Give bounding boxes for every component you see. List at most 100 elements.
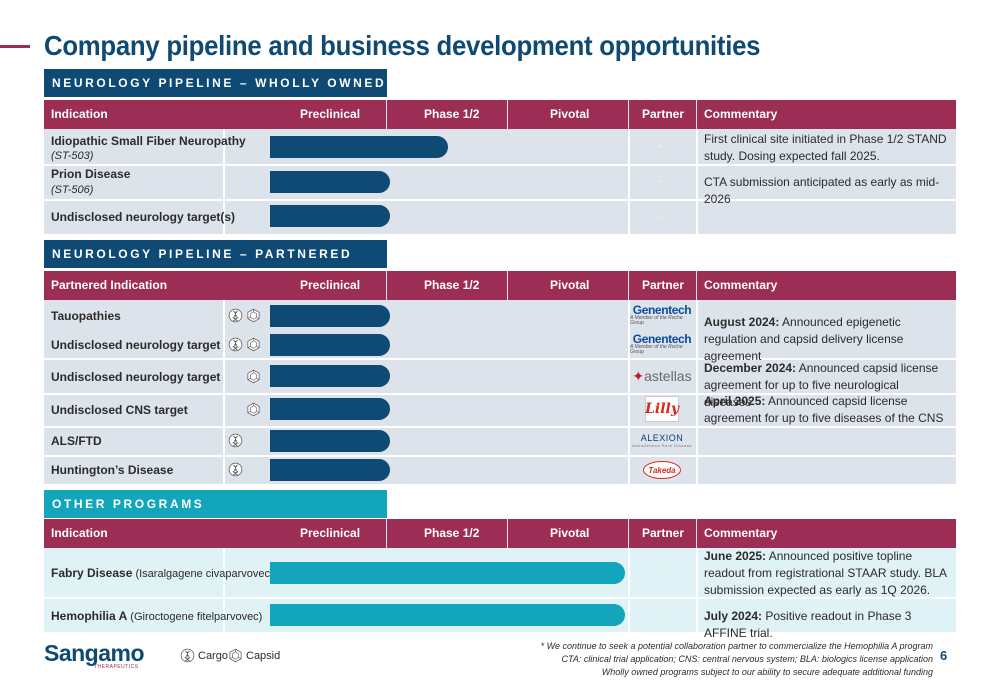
other-row-2-partner: - (659, 609, 663, 620)
partnered-table-body (44, 300, 956, 484)
cargo-icon (228, 462, 243, 477)
partnered-row-3-icons (246, 369, 261, 384)
genentech-logo: Genentech A Member of the Roche Group (630, 331, 694, 357)
other-row-1-progress-bar (270, 562, 625, 584)
page-number: 6 (940, 648, 948, 663)
alexion-logo-text: ALEXION (640, 432, 684, 443)
alexion-logo-subtext: AstraZeneca Rare Disease (631, 442, 693, 448)
partnered-row-6-indication: Huntington’s Disease (51, 463, 174, 477)
partnered-row-3-progress-bar (270, 365, 390, 387)
owned-table-body (44, 129, 956, 234)
header-partnered-indication: Partnered Indication (51, 278, 168, 292)
header-commentary: Commentary (704, 278, 778, 292)
page-title: Company pipeline and business developmen… (44, 30, 761, 61)
owned-row-3-indication: Undisclosed neurology target(s) (51, 210, 236, 224)
owned-row-3-progress-bar (270, 205, 390, 227)
cargo-icon (180, 648, 195, 663)
partnered-row-2-progress-bar (270, 334, 390, 356)
lilly-logo-text: Lilly (645, 396, 679, 422)
header-pivotal: Pivotal (550, 278, 590, 292)
cargo-icon (228, 337, 243, 352)
partnered-row-2-icons (228, 337, 261, 352)
genentech-logo-text: Genentech (632, 332, 692, 346)
genentech-logo-text: Genentech (632, 303, 692, 317)
cargo-icon (228, 433, 243, 448)
sangamo-logo-subtext: THERAPEUTICS (94, 664, 139, 670)
genentech-logo-subtext: A Member of the Roche Group (630, 315, 683, 326)
lilly-logo: Lilly (630, 396, 694, 422)
cargo-icon (228, 308, 243, 323)
header-phase12: Phase 1/2 (424, 107, 480, 121)
partnered-row-1-icons (228, 308, 261, 323)
section-label-wholly-owned: NEUROLOGY PIPELINE – WHOLLY OWNED (44, 69, 387, 97)
partnered-row-1-progress-bar (270, 305, 390, 327)
legend-cargo: Cargo (180, 648, 228, 663)
footnote-3: Wholly owned programs subject to our abi… (601, 667, 933, 677)
header-partner: Partner (642, 526, 685, 540)
partnered-row-4-icons (246, 402, 261, 417)
other-row-2-progress-bar (270, 604, 625, 626)
header-preclinical: Preclinical (300, 107, 361, 121)
partnered-row-5-indication: ALS/FTD (51, 434, 102, 448)
legend-cargo-label: Cargo (198, 649, 228, 662)
takeda-logo-text: Takeda (643, 461, 681, 479)
alexion-logo: ALEXION AstraZeneca Rare Disease (630, 428, 694, 454)
partnered-row-5-progress-bar (270, 430, 390, 452)
other-row-1-indication: Fabry Disease (Isaralgagene civaparvovec… (51, 566, 274, 580)
capsid-icon (228, 648, 243, 663)
legend-capsid-label: Capsid (246, 649, 281, 662)
partnered-row-4-progress-bar (270, 398, 390, 420)
header-partner: Partner (642, 107, 685, 121)
partnered-row-1-indication: Tauopathies (51, 309, 121, 323)
takeda-logo: Takeda (630, 457, 694, 483)
owned-row-1-indication: Idiopathic Small Fiber Neuropathy (51, 134, 246, 148)
header-pivotal: Pivotal (550, 526, 590, 540)
sangamo-logo: Sangamo (44, 640, 145, 666)
table-header-owned: Indication Preclinical Phase 1/2 Pivotal… (44, 100, 956, 129)
partnered-row-6-progress-bar (270, 459, 390, 481)
table-header-partnered: Partnered Indication Preclinical Phase 1… (44, 271, 956, 300)
owned-row-1-progress-bar (270, 136, 448, 158)
header-preclinical: Preclinical (300, 526, 361, 540)
capsid-icon (246, 402, 261, 417)
capsid-icon (246, 308, 261, 323)
header-commentary: Commentary (704, 107, 778, 121)
header-indication: Indication (51, 526, 108, 540)
header-phase12: Phase 1/2 (424, 278, 480, 292)
other-row-1-partner: - (659, 568, 663, 579)
legend-capsid: Capsid (228, 648, 280, 663)
partnered-row-6-icons (228, 462, 243, 477)
partnered-row-4-indication: Undisclosed CNS target (51, 403, 188, 417)
footnote-1: * We continue to seek a potential collab… (540, 641, 933, 651)
header-commentary: Commentary (704, 526, 778, 540)
section-label-partnered: NEUROLOGY PIPELINE – PARTNERED (44, 240, 387, 268)
owned-row-3-partner: - (659, 211, 663, 222)
header-phase12: Phase 1/2 (424, 526, 480, 540)
astellas-logo: ✦ astellas (630, 363, 694, 389)
partnered-commentary-1: August 2024: Announced epigenetic regula… (704, 315, 904, 363)
footnote-2: CTA: clinical trial application; CNS: ce… (561, 654, 934, 664)
owned-row-2-code: (ST-506) (51, 184, 94, 196)
partnered-row-2-indication: Undisclosed neurology target (51, 338, 221, 352)
header-partner: Partner (642, 278, 685, 292)
header-indication: Indication (51, 107, 108, 121)
owned-row-1-code: (ST-503) (51, 150, 94, 162)
other-row-1-commentary: June 2025: Announced positive topline re… (704, 549, 947, 597)
section-label-other-programs: OTHER PROGRAMS (44, 490, 387, 518)
capsid-icon (246, 369, 261, 384)
header-pivotal: Pivotal (550, 107, 590, 121)
other-row-2-commentary: July 2024: Positive readout in Phase 3 A… (704, 609, 912, 640)
owned-row-2-progress-bar (270, 171, 390, 193)
table-header-other: Indication Preclinical Phase 1/2 Pivotal… (44, 519, 956, 548)
genentech-logo-subtext: A Member of the Roche Group (630, 344, 683, 355)
genentech-logo: Genentech A Member of the Roche Group (630, 302, 694, 328)
owned-row-2-commentary: CTA submission anticipated as early as m… (704, 175, 940, 206)
partnered-commentary-3: April 2025: Announced capsid license agr… (704, 394, 944, 425)
other-row-2-indication: Hemophilia A (Giroctogene fitelparvovec) (51, 609, 263, 623)
partnered-row-5-icons (228, 433, 243, 448)
capsid-icon (246, 337, 261, 352)
title-accent-line (0, 45, 30, 48)
owned-row-1-partner: - (659, 141, 663, 152)
astellas-logo-text: astellas (644, 368, 692, 384)
astellas-star-icon: ✦ (632, 367, 645, 384)
